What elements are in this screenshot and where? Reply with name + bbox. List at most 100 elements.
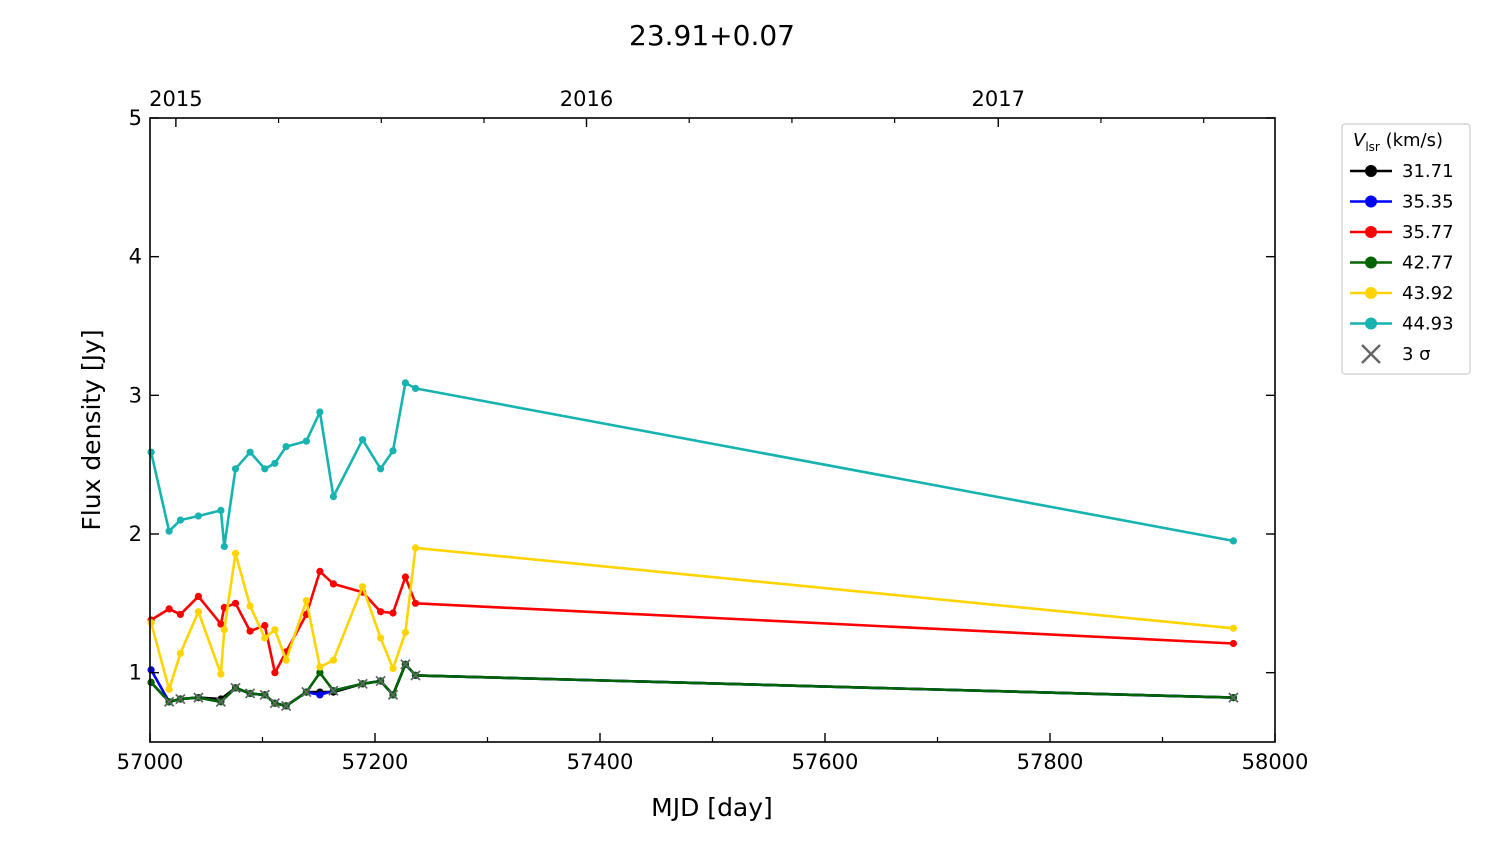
data-point xyxy=(389,609,397,617)
data-point xyxy=(1229,537,1237,545)
data-point xyxy=(261,634,269,642)
y-axis-ticks: 1 2 3 4 5 xyxy=(129,106,1275,685)
data-point xyxy=(282,656,290,664)
sigma-marker xyxy=(375,675,386,687)
data-point xyxy=(165,685,173,693)
plot-area xyxy=(147,379,1239,712)
sigma-marker xyxy=(357,678,368,689)
top-tick-label: 2015 xyxy=(149,87,202,111)
x-axis-label: MJD [day] xyxy=(651,793,773,822)
y-tick-label: 5 xyxy=(129,106,142,130)
data-point xyxy=(176,649,184,657)
legend-marker xyxy=(1365,165,1377,177)
series-43.92 xyxy=(147,544,1237,693)
y-axis-label: Flux density [Jy] xyxy=(77,329,106,530)
data-point xyxy=(217,506,225,514)
data-point xyxy=(411,599,420,607)
x-tick-label: 57800 xyxy=(1017,750,1084,774)
data-point xyxy=(261,621,269,630)
sigma-marker xyxy=(164,696,175,707)
legend: Vlsr (km/s) 31.71 35.35 35.77 42.77 43.92 44.… xyxy=(1341,123,1471,375)
data-point xyxy=(231,599,240,607)
legend-sigma-marker xyxy=(1361,344,1381,364)
sigma-marker xyxy=(259,689,270,700)
sigma-marker xyxy=(387,689,399,700)
legend-item-42.77: 42.77 xyxy=(1350,253,1454,274)
sigma-marker xyxy=(281,700,292,712)
data-point xyxy=(217,620,225,628)
plot-frame xyxy=(149,117,1276,743)
data-point xyxy=(147,448,155,456)
data-point xyxy=(316,408,324,416)
x-tick-label: 58000 xyxy=(1242,750,1309,774)
legend-label: 44.93 xyxy=(1402,314,1454,335)
data-point xyxy=(220,626,228,634)
sigma-marker xyxy=(328,685,339,696)
y-tick-label: 2 xyxy=(129,522,142,546)
data-point xyxy=(401,628,409,637)
x-tick-label: 57000 xyxy=(117,750,184,774)
data-point xyxy=(377,465,385,473)
legend-frame xyxy=(1341,123,1471,375)
legend-item-44.93: 44.93 xyxy=(1350,314,1454,335)
data-point xyxy=(316,567,324,576)
data-point xyxy=(147,619,155,627)
legend-label: 35.35 xyxy=(1402,192,1454,213)
data-point xyxy=(282,443,290,451)
data-point xyxy=(389,664,397,673)
data-point xyxy=(411,544,420,552)
legend-item-sigma: 3 σ xyxy=(1361,344,1431,365)
data-point xyxy=(316,669,324,677)
data-point xyxy=(316,663,324,671)
data-point xyxy=(176,610,184,619)
data-point xyxy=(302,437,310,445)
top-axis-ticks: 2015 2016 2017 xyxy=(149,87,1205,127)
legend-label: 43.92 xyxy=(1402,283,1454,304)
series-line-42.77 xyxy=(150,662,1234,708)
y-tick-label: 4 xyxy=(129,245,142,269)
legend-label: 31.71 xyxy=(1402,161,1454,182)
y-tick-label: 1 xyxy=(129,661,142,685)
data-point xyxy=(401,379,409,387)
series-line-43.92 xyxy=(149,546,1234,691)
legend-marker xyxy=(1365,287,1377,299)
chart-title: 23.91+0.07 xyxy=(629,19,795,52)
data-point xyxy=(261,465,269,473)
sigma-marker xyxy=(301,687,312,698)
data-point xyxy=(246,448,254,456)
data-point xyxy=(147,678,155,687)
data-point xyxy=(359,583,367,591)
series-line-35.35 xyxy=(149,662,1234,708)
data-point xyxy=(1229,639,1237,648)
data-point xyxy=(217,670,225,678)
sigma-marker xyxy=(1228,692,1239,703)
data-point xyxy=(411,384,420,392)
data-point xyxy=(194,512,202,520)
sigma-marker xyxy=(269,698,280,709)
x-tick-label: 57200 xyxy=(342,750,409,774)
legend-title: Vlsr (km/s) xyxy=(1353,130,1443,154)
sigma-marker xyxy=(245,688,256,699)
series-line-44.93 xyxy=(149,381,1234,548)
series-line-35.77 xyxy=(150,570,1234,675)
x-axis-ticks: 57000 57200 57400 57600 57800 58000 xyxy=(117,733,1309,774)
y-tick-label: 3 xyxy=(129,383,142,407)
sigma-marker xyxy=(175,693,186,705)
legend-marker xyxy=(1365,256,1377,269)
data-point xyxy=(271,459,279,467)
data-point xyxy=(302,597,310,605)
legend-entries: 31.71 35.35 35.77 42.77 43.92 44.93 3 σ xyxy=(1350,161,1454,365)
legend-marker xyxy=(1365,226,1377,238)
data-point xyxy=(359,436,367,444)
legend-label: 42.77 xyxy=(1402,253,1454,274)
top-tick-label: 2017 xyxy=(972,87,1025,111)
data-point xyxy=(246,602,254,610)
legend-item-35.35: 35.35 xyxy=(1350,192,1454,213)
data-point xyxy=(231,465,240,473)
legend-marker xyxy=(1365,317,1377,330)
x-tick-label: 57600 xyxy=(792,750,859,774)
top-tick-label: 2016 xyxy=(560,87,613,111)
data-point xyxy=(316,691,324,699)
data-point xyxy=(176,516,184,524)
